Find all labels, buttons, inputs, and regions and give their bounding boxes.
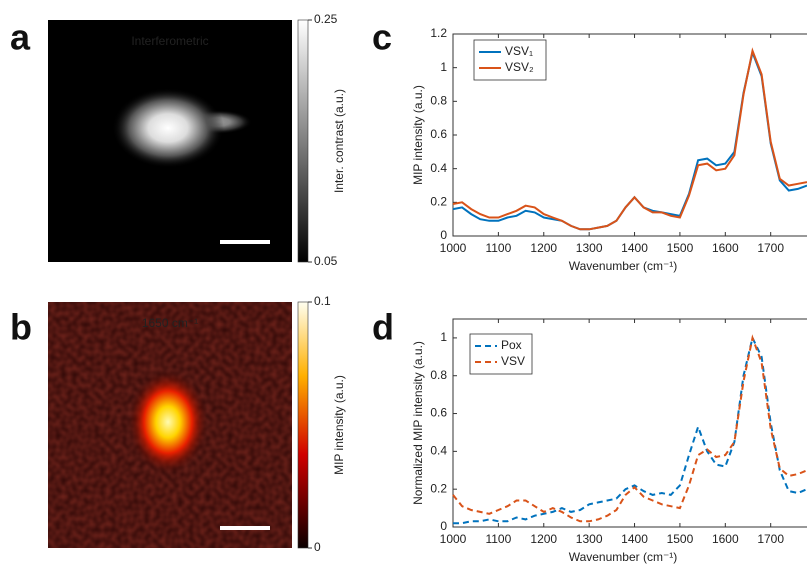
x-tick-label: 1400 xyxy=(621,532,648,546)
data-line xyxy=(452,334,807,523)
x-tick-label: 1700 xyxy=(757,241,784,255)
colorbar-tick-label: 0.25 xyxy=(314,12,338,26)
x-tick-label: 1400 xyxy=(621,241,648,255)
x-axis-label: Wavenumber (cm⁻¹) xyxy=(569,259,678,273)
panel-label: c xyxy=(372,17,392,58)
legend-label: VSV xyxy=(501,354,525,368)
panel-label: a xyxy=(10,17,31,58)
y-tick-label: 0.4 xyxy=(430,161,447,175)
legend-box xyxy=(473,39,547,81)
y-tick-label: 0.2 xyxy=(430,481,447,495)
y-tick-label: 0.4 xyxy=(430,444,447,458)
y-tick-label: 0 xyxy=(440,519,447,533)
panel-label: b xyxy=(10,307,32,348)
legend-box xyxy=(469,333,533,375)
y-axis-label: Normalized MIP intensity (a.u.) xyxy=(411,341,425,505)
line-chart: 1000 1100 1200 1300 1400 1500 1600 1700 0 0.2 0.4 0… xyxy=(411,26,807,273)
y-tick-label: 1 xyxy=(440,330,447,344)
y-tick-label: 0.8 xyxy=(430,94,447,108)
image-blob xyxy=(112,88,224,168)
y-axis-label: MIP intensity (a.u.) xyxy=(411,85,425,185)
x-tick-label: 1600 xyxy=(712,241,739,255)
x-tick-label: 1500 xyxy=(667,241,694,255)
y-tick-label: 0 xyxy=(440,228,447,242)
colorbar-tick-label: 0.05 xyxy=(314,254,338,268)
legend-label: Pox xyxy=(501,338,522,352)
x-tick-label: 1200 xyxy=(530,532,557,546)
image-blob xyxy=(128,370,208,474)
x-tick-label: 1000 xyxy=(440,241,467,255)
x-axis-label: Wavenumber (cm⁻¹) xyxy=(569,550,678,564)
data-line xyxy=(452,47,807,231)
x-tick-label: 1100 xyxy=(485,532,511,546)
y-tick-label: 1 xyxy=(440,60,447,74)
legend-label: VSV₂ xyxy=(505,60,534,74)
line-chart: 1000 1100 1200 1300 1400 1500 1600 1700 0 0.2 0.4 0… xyxy=(411,318,807,564)
x-tick-label: 1700 xyxy=(757,532,784,546)
colorbar xyxy=(297,301,309,549)
x-tick-label: 1300 xyxy=(576,532,603,546)
x-tick-label: 1500 xyxy=(667,532,694,546)
image-panel: 1650 cm⁻¹ 0 0.1 MIP intensity (a.u.) xyxy=(48,294,346,554)
x-tick-label: 1600 xyxy=(712,532,739,546)
colorbar xyxy=(297,19,309,263)
legend-label: VSV₁ xyxy=(505,44,533,58)
colorbar-tick-label: 0 xyxy=(314,540,321,554)
colorbar-label: MIP intensity (a.u.) xyxy=(332,375,346,475)
x-tick-label: 1200 xyxy=(530,241,557,255)
colorbar-label: Inter. contrast (a.u.) xyxy=(332,89,346,193)
image-title: Interferometric xyxy=(131,34,208,48)
y-tick-label: 1.2 xyxy=(430,26,447,40)
x-tick-label: 1000 xyxy=(440,532,467,546)
panel-label: d xyxy=(372,307,394,348)
y-tick-label: 0.8 xyxy=(430,368,447,382)
x-tick-label: 1300 xyxy=(576,241,603,255)
image-panel: Interferometric 0.05 0.25 Inter. contrast (… xyxy=(48,12,346,268)
image-title: 1650 cm⁻¹ xyxy=(142,316,198,330)
y-tick-label: 0.6 xyxy=(430,127,447,141)
x-tick-label: 1100 xyxy=(485,241,511,255)
axes-frame xyxy=(452,318,807,528)
colorbar-tick-label: 0.1 xyxy=(314,294,331,308)
y-tick-label: 0.2 xyxy=(430,195,447,209)
y-tick-label: 0.6 xyxy=(430,406,447,420)
